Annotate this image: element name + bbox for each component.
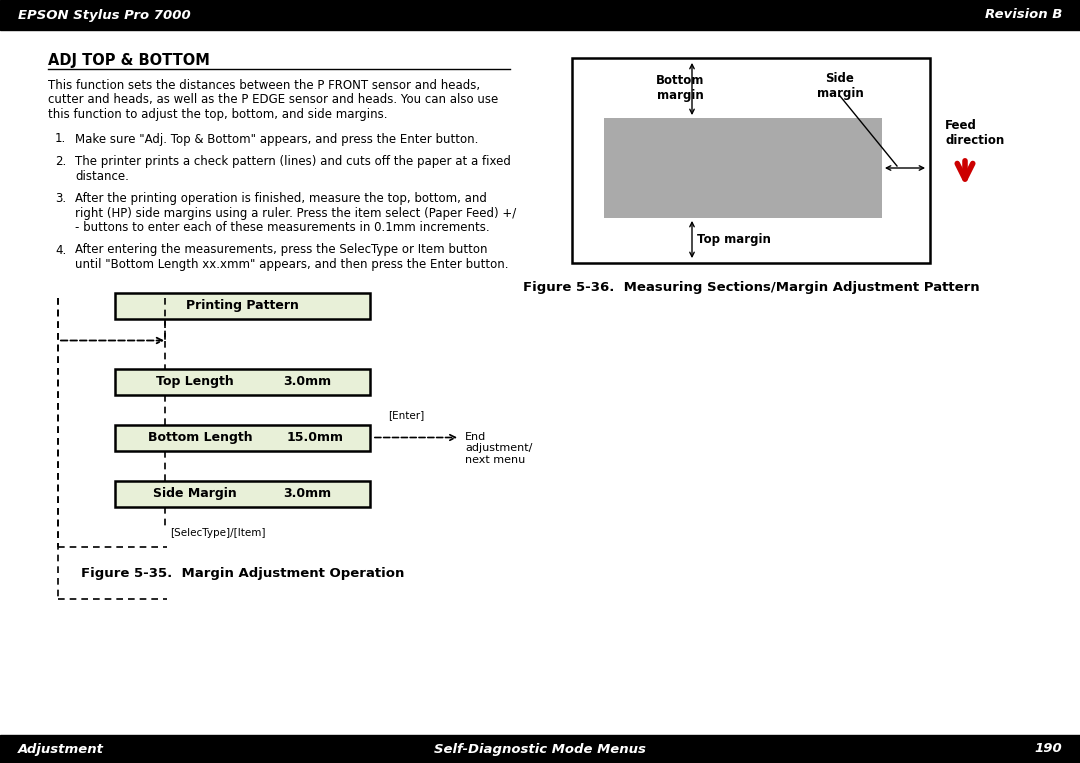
Text: After entering the measurements, press the SelecType or Item button: After entering the measurements, press t… — [75, 243, 487, 256]
Text: Bottom
margin: Bottom margin — [656, 74, 704, 102]
Bar — [114, 424, 370, 450]
Text: Revision B: Revision B — [985, 8, 1062, 21]
Text: This function sets the distances between the P FRONT sensor and heads,: This function sets the distances between… — [48, 79, 481, 92]
Text: [Enter]: [Enter] — [388, 410, 424, 420]
Text: [SelecType]/[Item]: [SelecType]/[Item] — [170, 529, 266, 539]
Text: 4.: 4. — [55, 243, 66, 256]
Text: Side
margin: Side margin — [816, 72, 863, 100]
Text: After the printing operation is finished, measure the top, bottom, and: After the printing operation is finished… — [75, 192, 487, 205]
Bar — [572, 58, 930, 263]
Text: Figure 5-35.  Margin Adjustment Operation: Figure 5-35. Margin Adjustment Operation — [81, 566, 404, 580]
Text: 190: 190 — [1035, 742, 1062, 755]
Text: 2.: 2. — [55, 155, 66, 168]
Text: Printing Pattern: Printing Pattern — [186, 299, 299, 312]
Text: The printer prints a check pattern (lines) and cuts off the paper at a fixed: The printer prints a check pattern (line… — [75, 155, 511, 168]
Text: Self-Diagnostic Mode Menus: Self-Diagnostic Mode Menus — [434, 742, 646, 755]
Text: Bottom Length: Bottom Length — [148, 431, 253, 444]
Bar — [114, 369, 370, 394]
Bar — [114, 481, 370, 507]
Text: 3.0mm: 3.0mm — [283, 487, 332, 500]
Text: Adjustment: Adjustment — [18, 742, 104, 755]
Text: Top Length: Top Length — [157, 375, 234, 388]
Text: Figure 5-36.  Measuring Sections/Margin Adjustment Pattern: Figure 5-36. Measuring Sections/Margin A… — [523, 281, 980, 294]
Text: EPSON Stylus Pro 7000: EPSON Stylus Pro 7000 — [18, 8, 191, 21]
Text: right (HP) side margins using a ruler. Press the item select (Paper Feed) +/: right (HP) side margins using a ruler. P… — [75, 207, 516, 220]
Text: cutter and heads, as well as the P EDGE sensor and heads. You can also use: cutter and heads, as well as the P EDGE … — [48, 94, 498, 107]
Bar — [0, 0, 1080, 30]
Text: Feed
direction: Feed direction — [945, 119, 1004, 147]
Bar — [114, 292, 370, 318]
Text: 15.0mm: 15.0mm — [286, 431, 343, 444]
Text: this function to adjust the top, bottom, and side margins.: this function to adjust the top, bottom,… — [48, 108, 388, 121]
Text: 3.: 3. — [55, 192, 66, 205]
Bar — [0, 735, 1080, 763]
Text: distance.: distance. — [75, 169, 129, 182]
Text: 3.0mm: 3.0mm — [283, 375, 332, 388]
Text: Make sure "Adj. Top & Bottom" appears, and press the Enter button.: Make sure "Adj. Top & Bottom" appears, a… — [75, 133, 478, 146]
Text: End
adjustment/
next menu: End adjustment/ next menu — [465, 432, 532, 465]
Text: Top margin: Top margin — [697, 233, 771, 246]
Text: Side Margin: Side Margin — [153, 487, 237, 500]
Text: until "Bottom Length xx.xmm" appears, and then press the Enter button.: until "Bottom Length xx.xmm" appears, an… — [75, 258, 509, 271]
Text: 1.: 1. — [55, 133, 66, 146]
Text: ADJ TOP & BOTTOM: ADJ TOP & BOTTOM — [48, 53, 210, 68]
Text: - buttons to enter each of these measurements in 0.1mm increments.: - buttons to enter each of these measure… — [75, 221, 489, 234]
Bar — [604, 118, 882, 218]
